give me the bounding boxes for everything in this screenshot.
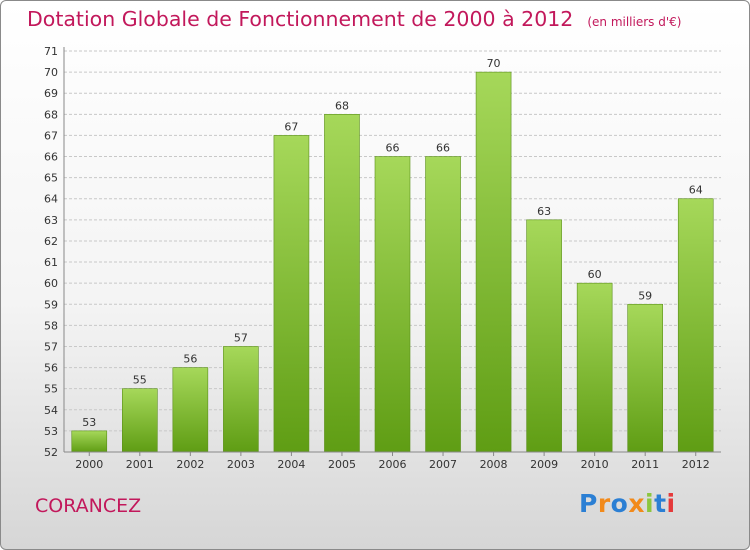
value-label-2012: 64 <box>689 184 703 197</box>
y-tick-label: 55 <box>44 383 58 396</box>
y-tick-label: 52 <box>44 446 58 459</box>
y-tick-label: 57 <box>44 340 58 353</box>
y-tick-label: 53 <box>44 425 58 438</box>
x-tick-label-2011: 2011 <box>631 458 659 471</box>
y-tick-label: 59 <box>44 298 58 311</box>
y-tick-label: 70 <box>44 66 58 79</box>
value-label-2008: 70 <box>487 57 501 70</box>
y-tick-label: 65 <box>44 172 58 185</box>
proxiti-logo[interactable]: Proxiti <box>579 489 676 518</box>
x-tick-label-2000: 2000 <box>75 458 103 471</box>
bar-2004[interactable] <box>273 135 310 453</box>
x-tick-label-2002: 2002 <box>176 458 204 471</box>
bar-2002[interactable] <box>172 367 209 453</box>
logo-letter: x <box>628 489 645 518</box>
x-tick-label-2006: 2006 <box>379 458 407 471</box>
x-tick-label-2007: 2007 <box>429 458 457 471</box>
logo-letter: i <box>645 489 655 518</box>
bar-2008[interactable] <box>475 71 512 453</box>
value-label-2009: 63 <box>537 205 551 218</box>
y-tick-label: 67 <box>44 129 58 142</box>
x-tick-label-2005: 2005 <box>328 458 356 471</box>
x-axis: 2000 2001 2002 2003 2004 2005 2006 2007 2008 2009… <box>64 451 721 471</box>
bar-2007[interactable] <box>425 156 461 453</box>
y-tick-label: 60 <box>44 277 58 290</box>
bar-2009[interactable] <box>526 219 562 453</box>
y-tick-label: 54 <box>44 404 58 417</box>
logo-letter: i <box>666 489 676 518</box>
bar-2011[interactable] <box>627 303 663 453</box>
value-label-2000: 53 <box>82 416 96 429</box>
y-tick-label: 71 <box>44 45 58 58</box>
logo-letter: o <box>610 489 629 518</box>
bar-2012[interactable] <box>677 198 714 453</box>
x-tick-label-2009: 2009 <box>530 458 558 471</box>
logo-letter: r <box>597 489 611 518</box>
bar-2005[interactable] <box>324 114 360 453</box>
value-label-2002: 56 <box>183 353 197 366</box>
value-label-2003: 57 <box>234 331 248 344</box>
x-tick-label-2003: 2003 <box>227 458 255 471</box>
y-tick-label: 64 <box>44 193 58 206</box>
bar-2006[interactable] <box>374 156 411 453</box>
y-tick-label: 56 <box>44 362 58 375</box>
chart-title: Dotation Globale de Fonctionnement de 20… <box>27 7 681 31</box>
y-tick-label: 68 <box>44 108 58 121</box>
chart-title-unit: (en milliers d'€) <box>587 15 682 29</box>
y-tick-label: 61 <box>44 256 58 269</box>
x-tick-label-2004: 2004 <box>277 458 305 471</box>
x-tick-label-2001: 2001 <box>126 458 154 471</box>
value-label-2005: 68 <box>335 99 349 112</box>
value-label-2011: 59 <box>638 289 652 302</box>
bars <box>71 71 714 453</box>
y-axis: 52 53 54 55 56 57 58 59 60 61 62 63 64 65 66 67 68 69 70 71 <box>44 45 65 459</box>
x-tick-label-2008: 2008 <box>480 458 508 471</box>
y-tick-label: 62 <box>44 235 58 248</box>
chart-title-main: Dotation Globale de Fonctionnement de 20… <box>27 7 574 31</box>
y-tick-label: 58 <box>44 319 58 332</box>
value-label-2010: 60 <box>588 268 602 281</box>
bar-2010[interactable] <box>576 282 613 453</box>
x-tick-label-2012: 2012 <box>682 458 710 471</box>
value-labels: 53 55 56 57 67 68 66 66 70 63 60 59 64 <box>82 57 702 429</box>
bar-2001[interactable] <box>122 388 158 453</box>
y-tick-label: 66 <box>44 151 58 164</box>
logo-letter: P <box>579 489 598 518</box>
logo-letter: t <box>654 489 667 518</box>
x-tick-label-2010: 2010 <box>581 458 609 471</box>
value-label-2001: 55 <box>133 374 147 387</box>
value-label-2006: 66 <box>386 142 400 155</box>
bar-2000[interactable] <box>71 430 108 453</box>
y-tick-label: 69 <box>44 87 58 100</box>
bar-2003[interactable] <box>223 346 259 453</box>
value-label-2007: 66 <box>436 142 450 155</box>
y-tick-label: 63 <box>44 214 58 227</box>
city-name: CORANCEZ <box>35 495 142 517</box>
value-label-2004: 67 <box>284 120 298 133</box>
